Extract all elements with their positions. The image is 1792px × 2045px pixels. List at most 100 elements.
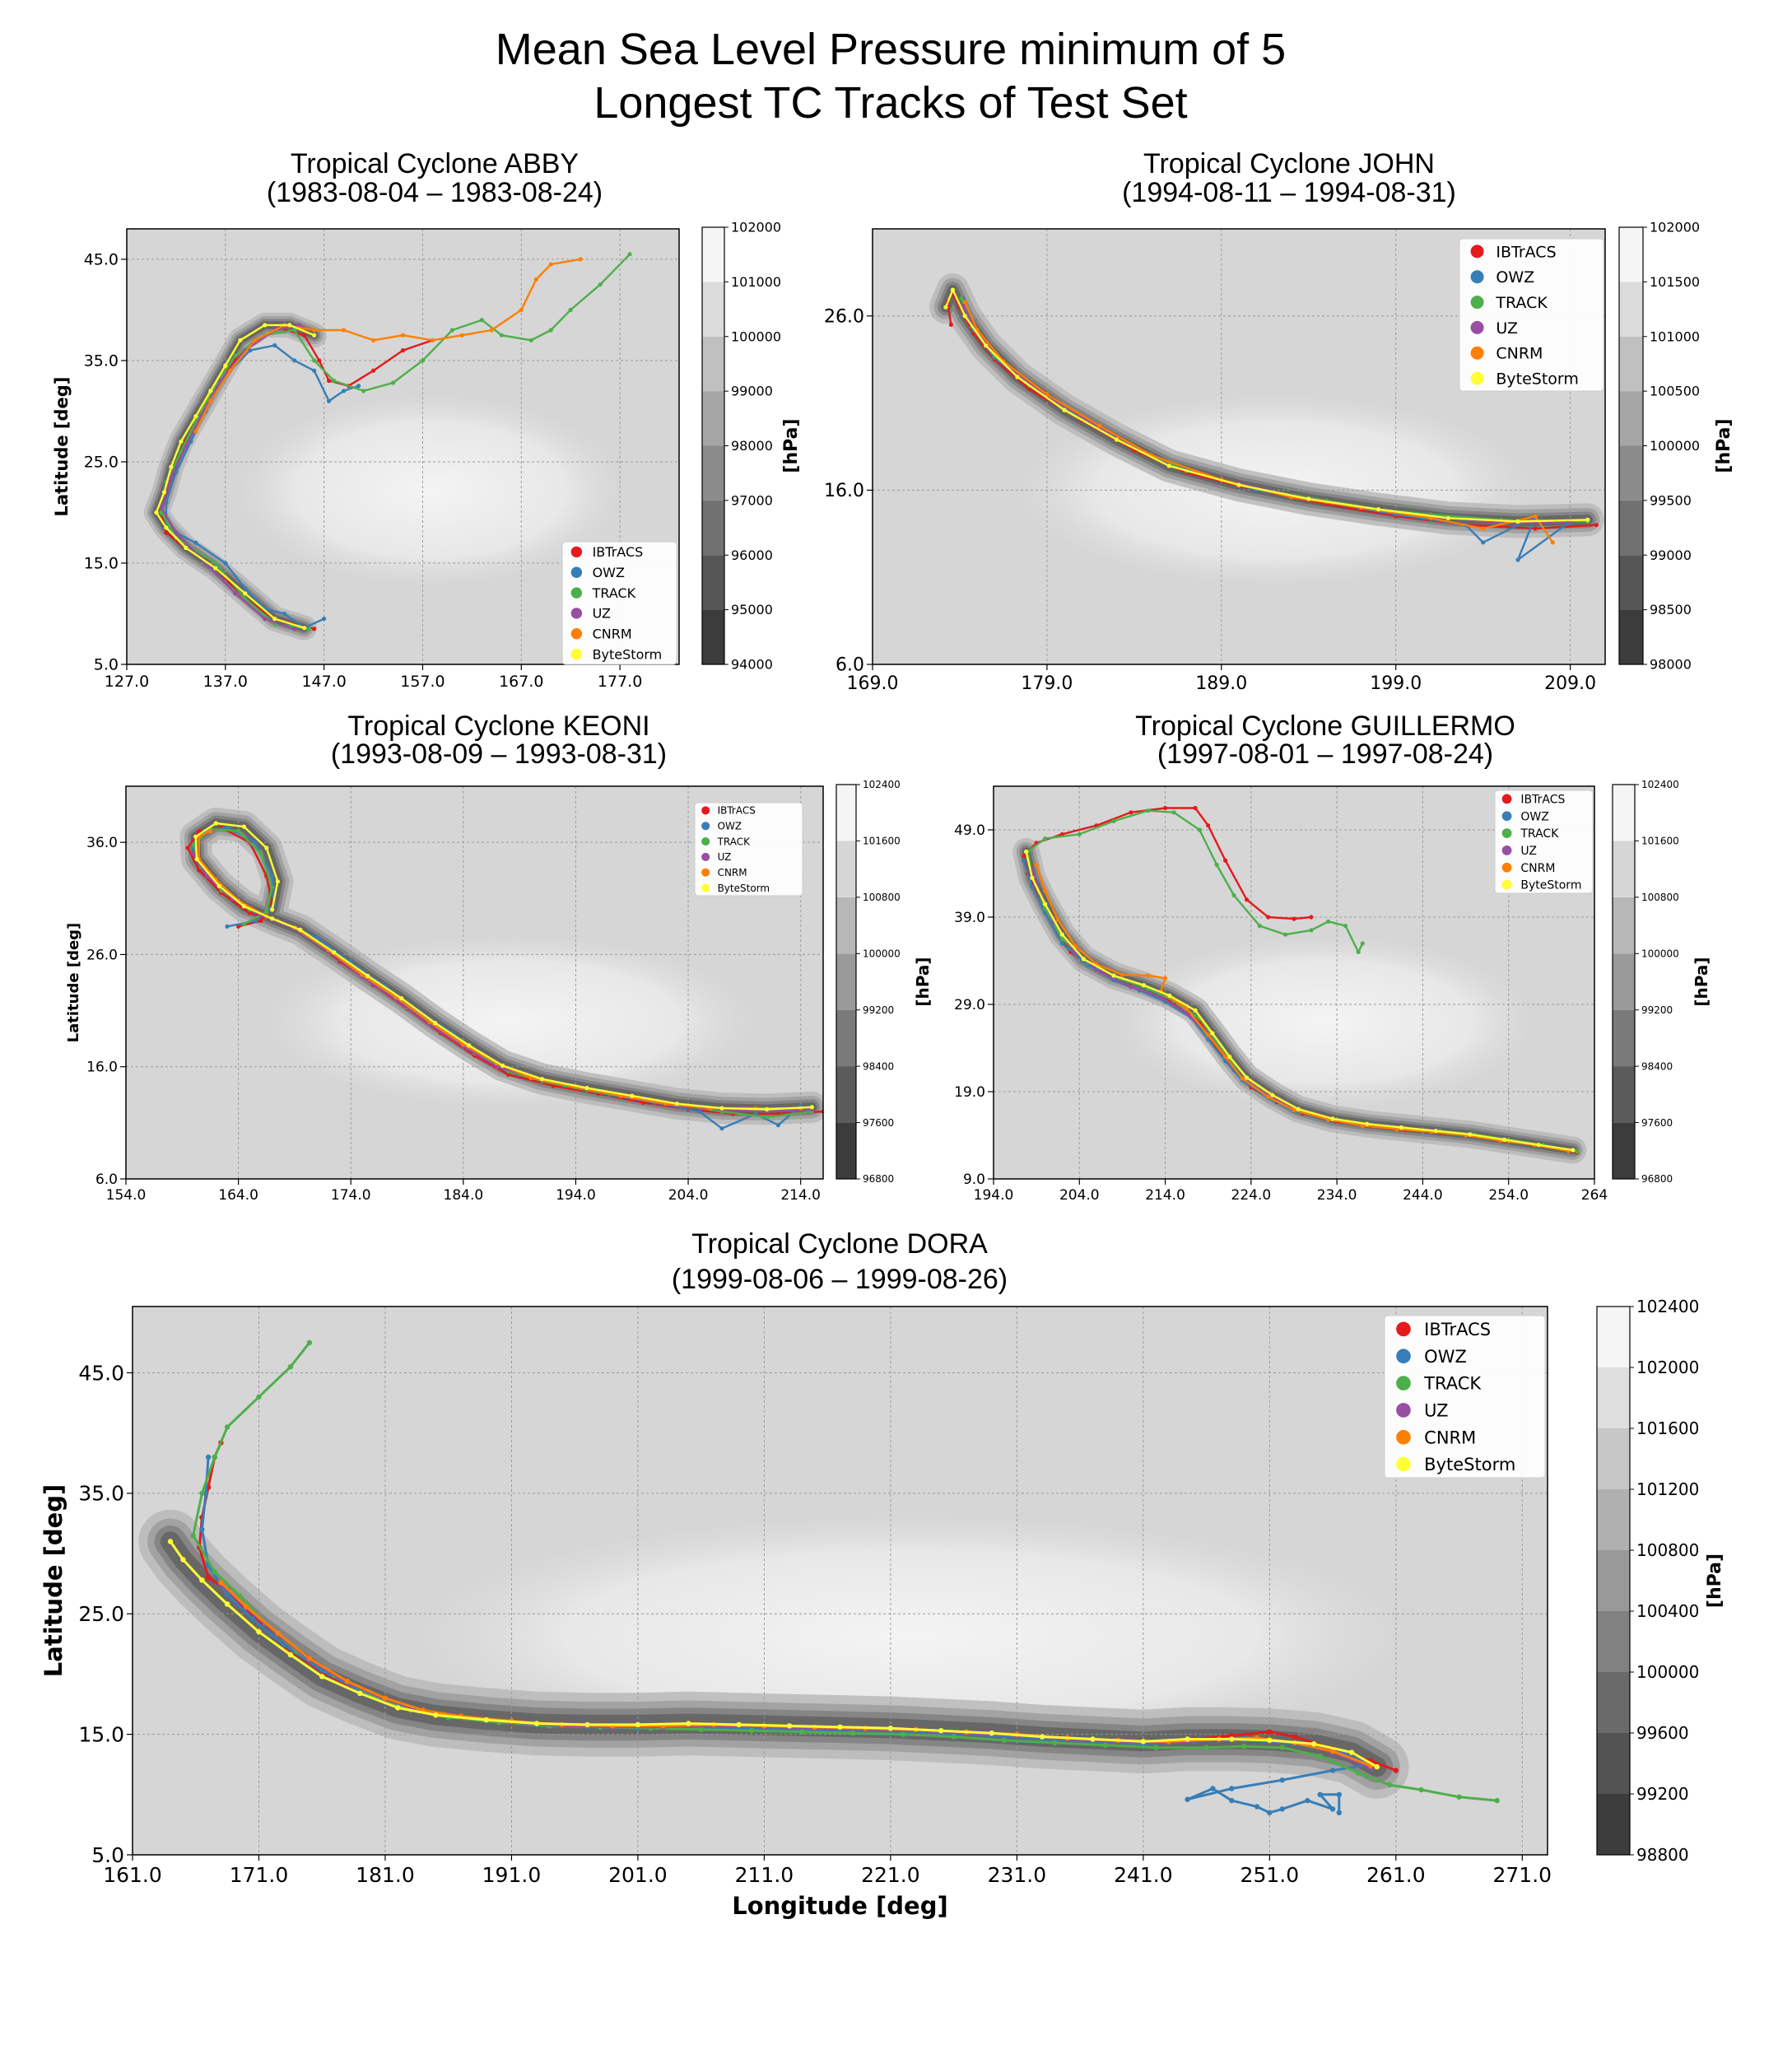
chart-title: Tropical Cyclone DORA [691,1228,988,1260]
track-point [765,1115,770,1120]
legend-marker [1470,270,1484,284]
tick-labels: 169.0 179.0 189.0 199.0 209.0 6.0 16.0 26.0 [824,307,1596,695]
track-point [1356,949,1361,954]
track-point [205,1575,212,1581]
track-line [194,258,581,432]
track-point [191,842,196,847]
x-tick-label: 157.0 [400,673,445,691]
track-point [1227,1055,1232,1060]
track-point [1214,862,1219,867]
track-point [420,358,426,363]
track-point [184,444,189,450]
track-point [1533,514,1538,519]
legend-label: IBTrACS [1496,243,1556,261]
colorbar-tick-label: 97600 [863,1117,894,1129]
track-point [1360,1123,1365,1128]
legend-label: OWZ [1520,810,1548,823]
plot-frame [126,228,680,665]
track-point [1146,973,1151,978]
legend-label: ByteStorm [593,646,663,662]
series-bytestorm [167,1539,1380,1770]
track-point [327,398,332,403]
track-point [1185,1006,1189,1011]
track-point [1594,523,1599,528]
track-point [205,1454,212,1460]
track-point [1030,884,1035,889]
track-point [264,845,269,850]
track-point [1533,526,1538,531]
y-tick-label: 36.0 [86,835,118,851]
track-point [1098,970,1103,975]
track-point [287,1364,294,1370]
legend-marker [701,806,710,815]
x-tick-label: 251.0 [1240,1863,1300,1887]
colorbar-tick-label: 96000 [731,547,773,563]
tick-labels: 154.0 164.0 174.0 184.0 194.0 204.0 214.0 6.0 16… [86,835,821,1204]
track-line [165,344,359,629]
legend-box [1384,1315,1546,1479]
track-point [164,530,169,535]
track-point [159,505,164,510]
track-point [164,500,169,505]
track-point [249,1615,255,1622]
track-point [282,611,287,617]
chart-title: Tropical Cyclone JOHN [1143,148,1435,179]
colorbar-tick-label: 94000 [731,657,773,673]
track-point [548,328,553,333]
x-tick-label: 204.0 [668,1187,709,1204]
colorbar-frame [1612,784,1636,1180]
track-point [961,303,966,308]
legend-marker [1396,1456,1411,1472]
legend-label: CNRM [1520,862,1555,875]
track-point [213,561,218,566]
y-tick-label: 16.0 [824,481,864,501]
track-point [1317,1753,1323,1759]
colorbar: 96800 97600 98400 99200 100000 100800 101600 10… [1612,779,1711,1185]
track-line [169,1540,1378,1768]
x-tick-label: 169.0 [847,673,899,694]
track-point [959,296,964,301]
track-point [459,333,465,338]
track-point [1236,482,1241,487]
colorbar-segment [1619,500,1643,556]
track-point [1375,507,1381,512]
track-point [216,883,221,888]
y-tick-label: 29.0 [954,997,985,1013]
series-bytestorm [943,287,1590,524]
track-point [282,1642,287,1648]
track-point [1494,1797,1500,1804]
track-point [238,338,243,342]
track-point [1231,892,1236,898]
track-point [719,1106,724,1111]
track-point [1305,1797,1310,1804]
y-tick-label: 15.0 [78,1722,124,1746]
track-point [1348,1749,1355,1755]
track-point [674,1102,680,1106]
track-point [248,348,253,353]
legend-label: CNRM [1496,345,1543,363]
colorbar-tick-label: 97600 [1641,1117,1673,1129]
y-axis-label: Latitude [deg] [40,1484,67,1678]
x-tick-label: 194.0 [974,1187,1014,1204]
track-point [253,840,258,845]
legend-marker [1470,296,1484,310]
track-point [241,824,246,829]
track-point [356,384,361,389]
track-point [357,1690,363,1697]
track-point [319,1674,325,1679]
track-point [312,358,317,363]
track-point [1203,1745,1209,1750]
track-point [849,1731,856,1736]
track-point [365,973,370,978]
track-point [1329,1748,1336,1754]
colorbar-tick-label: 102000 [1636,1358,1699,1377]
x-tick-label: 254.0 [1488,1187,1529,1204]
track-point [258,918,263,924]
colorbar-segment [1597,1307,1630,1367]
track-point [1210,1786,1216,1791]
legend-label: IBTrACS [718,805,756,817]
legend-label: UZ [1424,1400,1448,1420]
track-point [837,1724,843,1730]
track-point [1024,849,1029,855]
legend-marker [1396,1403,1411,1418]
